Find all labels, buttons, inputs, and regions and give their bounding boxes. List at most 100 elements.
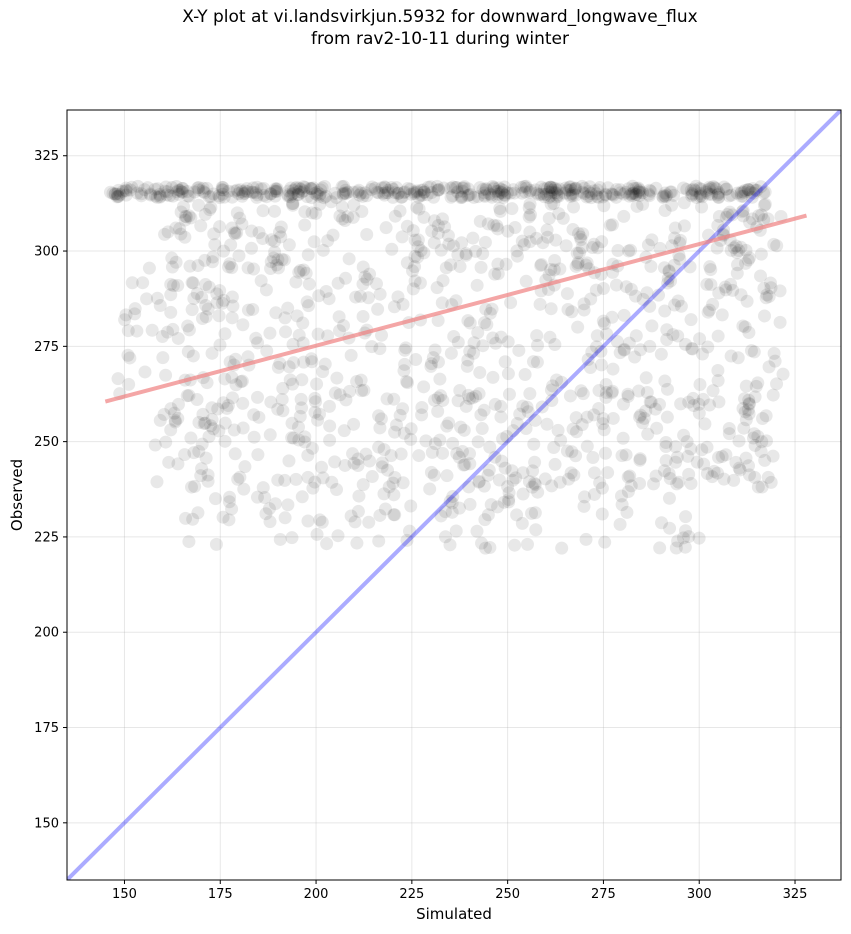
scatter-point [414, 244, 428, 258]
scatter-point [165, 181, 179, 195]
scatter-point [393, 204, 407, 218]
scatter-point [770, 377, 784, 391]
scatter-point [140, 292, 154, 306]
scatter-point [410, 200, 424, 214]
plot-frame [66, 109, 842, 881]
scatter-point [466, 391, 480, 405]
scatter-point [310, 188, 324, 202]
scatter-point [165, 260, 179, 274]
scatter-point [515, 234, 529, 248]
scatter-point [357, 383, 371, 397]
scatter-point [375, 460, 389, 474]
scatter-point [656, 189, 670, 203]
scatter-point [176, 200, 190, 214]
scatter-point [317, 191, 331, 205]
scatter-point [424, 359, 438, 373]
scatter-point [708, 181, 722, 195]
scatter-point [606, 411, 620, 425]
scatter-point [692, 406, 706, 420]
scatter-point [395, 190, 409, 204]
scatter-point [745, 190, 759, 204]
scatter-point [436, 446, 450, 460]
scatter-point [682, 530, 696, 544]
y-axis-label: Observed [8, 459, 26, 531]
scatter-point [394, 190, 408, 204]
scatter-point [421, 180, 435, 194]
scatter-point [322, 399, 336, 413]
scatter-point [483, 306, 497, 320]
scatter-point [738, 405, 752, 419]
scatter-point [443, 538, 457, 552]
scatter-point [338, 458, 352, 472]
scatter-point [530, 355, 544, 369]
scatter-point [724, 277, 738, 291]
scatter-point [256, 204, 270, 218]
scatter-point [755, 435, 769, 449]
scatter-point [668, 231, 682, 245]
scatter-point [153, 299, 167, 313]
scatter-point [563, 188, 577, 202]
scatter-point [540, 181, 554, 195]
scatter-point [138, 365, 152, 379]
scatter-point [668, 221, 682, 235]
scatter-point [356, 189, 370, 203]
scatter-point [597, 199, 611, 213]
scatter-point [599, 390, 613, 404]
scatter-point [294, 182, 308, 196]
scatter-point [644, 259, 658, 273]
scatter-point [353, 289, 367, 303]
scatter-point [751, 480, 765, 494]
scatter-point [497, 495, 511, 509]
scatter-point [336, 186, 350, 200]
scatter-point [706, 297, 720, 311]
scatter-point [754, 208, 768, 222]
scatter-point [543, 180, 557, 194]
scatter-point [187, 291, 201, 305]
scatter-point [669, 455, 683, 469]
scatter-point [548, 186, 562, 200]
scatter-point [682, 467, 696, 481]
scatter-point [738, 392, 752, 406]
scatter-point [178, 230, 192, 244]
scatter-point [773, 315, 787, 329]
scatter-point [711, 329, 725, 343]
scatter-point [669, 440, 683, 454]
scatter-point [545, 479, 559, 493]
scatter-point [434, 389, 448, 403]
scatter-point [712, 209, 726, 223]
scatter-point [678, 337, 692, 351]
scatter-point [580, 410, 594, 424]
scatter-point [403, 524, 417, 538]
scatter-point [670, 477, 684, 491]
scatter-point [292, 433, 306, 447]
scatter-point [293, 409, 307, 423]
scatter-point [247, 408, 261, 422]
scatter-point [411, 240, 425, 254]
scatter-point [295, 185, 309, 199]
scatter-point [200, 181, 214, 195]
scatter-point [596, 412, 610, 426]
scatter-point [758, 453, 772, 467]
scatter-point [250, 490, 264, 504]
scatter-point [577, 499, 591, 513]
scatter-point [567, 468, 581, 482]
scatter-point [531, 338, 545, 352]
scatter-point [446, 436, 460, 450]
scatter-point [653, 541, 667, 555]
y-tick-label: 300 [34, 245, 59, 260]
scatter-point [230, 206, 244, 220]
scatter-point [301, 470, 315, 484]
scatter-point [674, 397, 688, 411]
scatter-point [745, 212, 759, 226]
scatter-point [712, 187, 726, 201]
scatter-point [731, 351, 745, 365]
scatter-point [736, 189, 750, 203]
scatter-point [457, 423, 471, 437]
scatter-point [185, 480, 199, 494]
scatter-point [332, 324, 346, 338]
scatter-point [256, 481, 270, 495]
scatter-point [328, 455, 342, 469]
scatter-point [182, 323, 196, 337]
scatter-point [690, 455, 704, 469]
scatter-point [490, 219, 504, 233]
